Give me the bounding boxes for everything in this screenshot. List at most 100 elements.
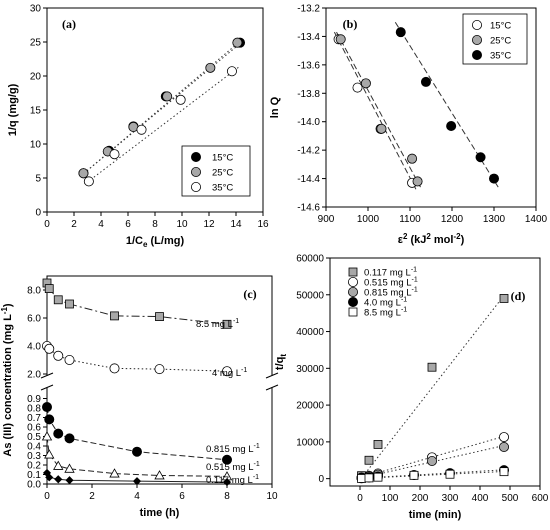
legend-label: 35°C: [490, 51, 511, 62]
x-tick-label: 4: [134, 491, 140, 502]
data-point: [445, 469, 455, 479]
legend-marker: [190, 166, 201, 177]
data-point: [83, 176, 94, 187]
y-tick-label: 0.6: [27, 423, 41, 434]
legend-label: 15°C: [212, 153, 233, 164]
x-tick-label: 1400: [525, 214, 548, 225]
fit-line: [80, 40, 244, 177]
y-tick-label: 30000: [296, 364, 324, 375]
x-tick-label: 100: [382, 493, 399, 504]
data-point: [78, 168, 89, 179]
y-tick-label: 50000: [296, 290, 324, 301]
fit-line: [80, 40, 241, 177]
legend-label: 35°C: [212, 183, 233, 194]
x-tick-label: 10: [176, 219, 188, 230]
legend: 15°C 25°C 35°C: [462, 13, 528, 65]
data-point: [44, 284, 54, 294]
data-point: [221, 366, 232, 377]
y-tick-label: 0.2: [27, 461, 41, 472]
data-point: [64, 433, 75, 444]
x-tick-label: 10: [266, 491, 278, 502]
legend-marker: [347, 276, 358, 287]
series-annotation: 0.117 mg L-1: [206, 474, 259, 486]
data-point: [426, 455, 437, 466]
x-tick-label: 1300: [483, 214, 506, 225]
data-point: [499, 294, 509, 303]
y-tick-label: 6.0: [27, 314, 41, 325]
data-point: [154, 364, 165, 375]
x-tick-label: 900: [318, 214, 335, 225]
y-tick-label: 0: [318, 474, 324, 485]
y-tick-label: -14.2: [297, 146, 320, 157]
axis-break-mark: [40, 384, 54, 391]
x-tick-label: 400: [472, 493, 489, 504]
fit-line: [336, 31, 421, 188]
legend: 0.117 mg L-10.515 mg L-10.815 mg L-14.0 …: [347, 267, 418, 319]
data-point: [154, 470, 165, 480]
legend-marker: [471, 50, 482, 61]
x-tick-label: 14: [230, 219, 242, 230]
y-axis-label: 1/q (mg/g): [7, 83, 19, 136]
data-point: [109, 468, 120, 478]
y-tick-label: 0.4: [27, 442, 41, 453]
data-point: [53, 350, 64, 361]
panel-b-frame: [325, 7, 537, 208]
x-tick-label: 2: [89, 491, 95, 502]
fit-line: [333, 31, 417, 191]
legend-marker: [190, 151, 201, 162]
y-tick-label: 10000: [296, 437, 324, 448]
series-annotation: 0.515 mg L-1: [206, 461, 260, 473]
y-tick-label: 2.0: [27, 370, 41, 381]
x-tick-label: 300: [442, 493, 459, 504]
data-point: [64, 463, 75, 473]
data-point: [373, 472, 383, 482]
axis-break-mark: [40, 372, 54, 379]
data-point: [427, 362, 437, 372]
y-tick-label: 60000: [296, 254, 324, 265]
x-tick-label: 0: [44, 219, 50, 230]
legend-label: 25°C: [212, 168, 233, 179]
data-point: [44, 414, 55, 425]
data-point: [407, 153, 418, 164]
fit-line: [359, 295, 505, 481]
axis-break-mark: [265, 372, 279, 379]
fit-line: [359, 435, 505, 479]
data-point: [395, 27, 406, 38]
data-point: [232, 37, 243, 48]
y-tick-label: 0: [35, 208, 41, 219]
x-axis-label: ε2 (kJ2 mol-2): [398, 232, 465, 246]
y-tick-label: -13.2: [297, 4, 320, 15]
data-point: [498, 432, 509, 443]
x-tick-label: 600: [532, 493, 549, 504]
x-axis-label: 1/Ce (L/mg): [126, 235, 185, 249]
panel-label: (d): [511, 289, 526, 303]
data-point: [54, 475, 63, 484]
y-tick-label: -13.8: [297, 89, 320, 100]
legend-label: 0.815 mg L-1: [364, 287, 418, 299]
legend-marker: [348, 307, 358, 317]
x-tick-label: 2: [71, 219, 77, 230]
y-tick-label: 20: [30, 72, 42, 83]
data-point: [222, 319, 232, 329]
legend-marker: [347, 286, 358, 297]
panel-d-frame: [329, 257, 541, 487]
y-tick-label: -14.6: [297, 203, 320, 214]
legend-marker: [471, 19, 482, 30]
data-point: [357, 474, 366, 483]
x-tick-label: 1000: [357, 214, 380, 225]
panel-c: 0 2 4 6 8 10 2.0 4.0 6.0 8.0 0.00.10.20.30.40.50.6…: [0, 275, 279, 519]
data-point: [360, 78, 371, 89]
data-point: [65, 299, 74, 309]
data-point: [155, 312, 164, 322]
data-point: [131, 446, 142, 457]
legend-label: 0.117 mg L-1: [364, 267, 417, 279]
data-point: [420, 76, 431, 87]
data-point: [364, 455, 374, 465]
x-tick-label: 12: [203, 219, 215, 230]
series-annotation: 4 mg L-1: [212, 367, 247, 379]
panel-label: (a): [62, 17, 76, 31]
legend-marker: [348, 267, 358, 277]
y-axis-label: t/qt: [274, 354, 288, 370]
data-point: [335, 34, 346, 45]
